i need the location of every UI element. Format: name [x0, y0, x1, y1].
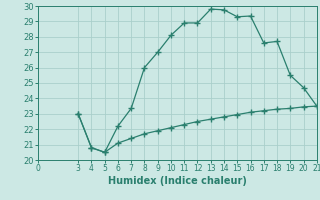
X-axis label: Humidex (Indice chaleur): Humidex (Indice chaleur) — [108, 176, 247, 186]
